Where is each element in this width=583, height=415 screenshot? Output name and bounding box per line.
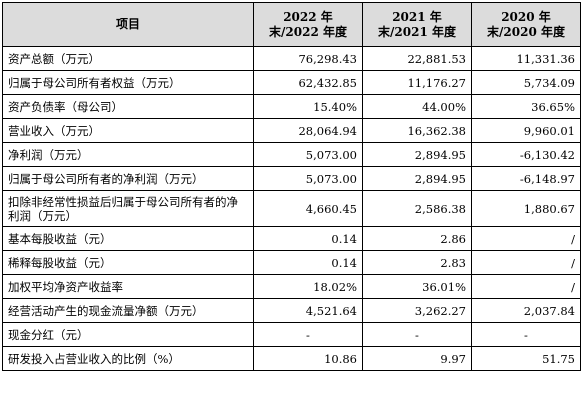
table-row: 净利润（万元） 5,073.00 2,894.95 -6,130.42 bbox=[2, 142, 581, 167]
row-value-2020: / bbox=[471, 274, 581, 299]
table-row: 资产总额（万元） 76,298.43 22,881.53 11,331.36 bbox=[2, 46, 581, 71]
table-row: 经营活动产生的现金流量净额（万元） 4,521.64 3,262.27 2,037.8… bbox=[2, 298, 581, 323]
row-value-2022: - bbox=[253, 322, 363, 347]
row-value-2020: - bbox=[471, 322, 581, 347]
row-label: 营业收入（万元） bbox=[2, 118, 254, 143]
row-value-2020: 2,037.84 bbox=[471, 298, 581, 323]
row-value-2020: 11,331.36 bbox=[471, 46, 581, 71]
row-value-2022: 0.14 bbox=[253, 226, 363, 251]
table-row: 归属于母公司所有者权益（万元） 62,432.85 11,176.27 5,734.0… bbox=[2, 70, 581, 95]
row-label: 资产负债率（母公司） bbox=[2, 94, 254, 119]
header-item: 项目 bbox=[2, 2, 254, 47]
row-value-2022: 0.14 bbox=[253, 250, 363, 275]
row-value-2021: 2.86 bbox=[362, 226, 472, 251]
row-value-2021: 44.00% bbox=[362, 94, 472, 119]
table-body: 资产总额（万元） 76,298.43 22,881.53 11,331.36 归属于母公… bbox=[2, 46, 581, 371]
header-year-2020: 2020 年末/2020 年度 bbox=[471, 2, 581, 47]
row-value-2022: 4,660.45 bbox=[253, 190, 363, 227]
row-label: 现金分红（元） bbox=[2, 322, 254, 347]
row-value-2021: 16,362.38 bbox=[362, 118, 472, 143]
row-value-2021: 11,176.27 bbox=[362, 70, 472, 95]
row-label: 研发投入占营业收入的比例（%） bbox=[2, 346, 254, 371]
row-value-2021: 3,262.27 bbox=[362, 298, 472, 323]
row-value-2020: 5,734.09 bbox=[471, 70, 581, 95]
table-row: 营业收入（万元） 28,064.94 16,362.38 9,960.01 bbox=[2, 118, 581, 143]
row-value-2020: 1,880.67 bbox=[471, 190, 581, 227]
table-row: 扣除非经常性损益后归属于母公司所有者的净利润（万元） 4,660.45 2,586.… bbox=[2, 190, 581, 227]
row-value-2022: 28,064.94 bbox=[253, 118, 363, 143]
row-value-2022: 5,073.00 bbox=[253, 142, 363, 167]
row-label: 加权平均净资产收益率 bbox=[2, 274, 254, 299]
financial-indicators-table: 项目 2022 年末/2022 年度 2021 年末/2021 年度 2020 … bbox=[2, 2, 581, 371]
row-label: 基本每股收益（元） bbox=[2, 226, 254, 251]
row-value-2021: 2,894.95 bbox=[362, 142, 472, 167]
table-row: 研发投入占营业收入的比例（%） 10.86 9.97 51.75 bbox=[2, 346, 581, 371]
row-value-2022: 18.02% bbox=[253, 274, 363, 299]
financial-table-container: 项目 2022 年末/2022 年度 2021 年末/2021 年度 2020 … bbox=[2, 2, 581, 371]
row-value-2022: 76,298.43 bbox=[253, 46, 363, 71]
table-row: 稀释每股收益（元） 0.14 2.83/ bbox=[2, 250, 581, 275]
row-value-2020: -6,130.42 bbox=[471, 142, 581, 167]
header-year-2022: 2022 年末/2022 年度 bbox=[253, 2, 363, 47]
row-value-2021: 36.01% bbox=[362, 274, 472, 299]
table-row: 基本每股收益（元） 0.14 2.86/ bbox=[2, 226, 581, 251]
row-label: 归属于母公司所有者的净利润（万元） bbox=[2, 166, 254, 191]
header-row: 项目 2022 年末/2022 年度 2021 年末/2021 年度 2020 … bbox=[2, 2, 581, 47]
row-value-2020: 51.75 bbox=[471, 346, 581, 371]
row-value-2022: 4,521.64 bbox=[253, 298, 363, 323]
row-value-2020: / bbox=[471, 250, 581, 275]
row-value-2021: - bbox=[362, 322, 472, 347]
row-label: 经营活动产生的现金流量净额（万元） bbox=[2, 298, 254, 323]
row-value-2021: 2,894.95 bbox=[362, 166, 472, 191]
table-row: 现金分红（元） - - - bbox=[2, 322, 581, 347]
row-value-2022: 15.40% bbox=[253, 94, 363, 119]
header-year-2021: 2021 年末/2021 年度 bbox=[362, 2, 472, 47]
row-value-2021: 22,881.53 bbox=[362, 46, 472, 71]
row-label: 净利润（万元） bbox=[2, 142, 254, 167]
row-value-2020: -6,148.97 bbox=[471, 166, 581, 191]
row-value-2021: 2.83 bbox=[362, 250, 472, 275]
table-row: 资产负债率（母公司） 15.40% 44.00% 36.65% bbox=[2, 94, 581, 119]
row-value-2022: 62,432.85 bbox=[253, 70, 363, 95]
row-value-2022: 10.86 bbox=[253, 346, 363, 371]
row-value-2020: 9,960.01 bbox=[471, 118, 581, 143]
row-value-2020: / bbox=[471, 226, 581, 251]
table-row: 归属于母公司所有者的净利润（万元） 5,073.00 2,894.95 -6,148.… bbox=[2, 166, 581, 191]
row-label: 归属于母公司所有者权益（万元） bbox=[2, 70, 254, 95]
table-header: 项目 2022 年末/2022 年度 2021 年末/2021 年度 2020 … bbox=[2, 2, 581, 47]
row-label: 扣除非经常性损益后归属于母公司所有者的净利润（万元） bbox=[2, 190, 254, 227]
row-value-2021: 2,586.38 bbox=[362, 190, 472, 227]
row-value-2021: 9.97 bbox=[362, 346, 472, 371]
row-label: 资产总额（万元） bbox=[2, 46, 254, 71]
row-label: 稀释每股收益（元） bbox=[2, 250, 254, 275]
row-value-2020: 36.65% bbox=[471, 94, 581, 119]
table-row: 加权平均净资产收益率 18.02% 36.01% / bbox=[2, 274, 581, 299]
row-value-2022: 5,073.00 bbox=[253, 166, 363, 191]
